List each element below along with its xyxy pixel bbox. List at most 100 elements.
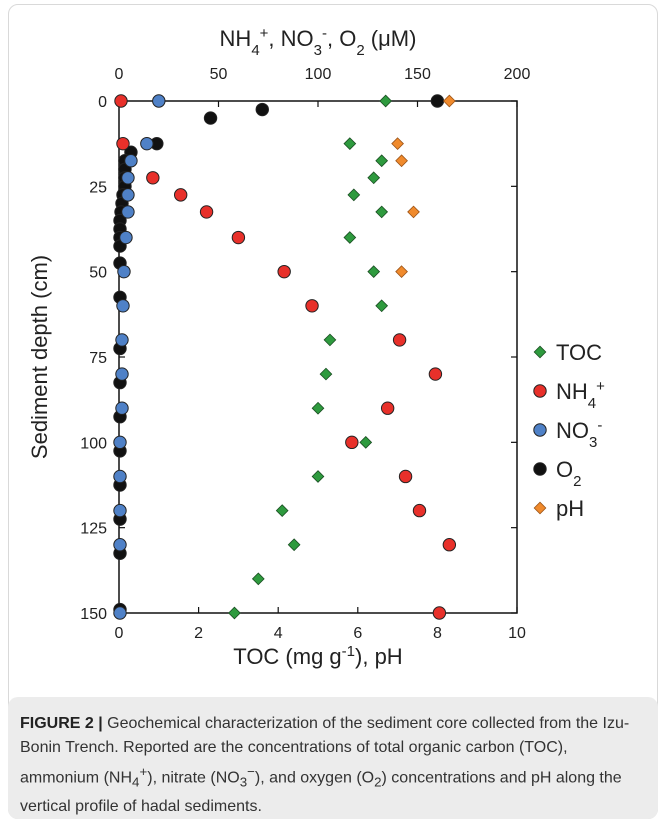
top-tick-label: 0 <box>115 66 124 83</box>
data-point <box>116 299 130 313</box>
data-point <box>124 154 138 168</box>
data-point <box>121 205 135 219</box>
data-point <box>395 265 408 279</box>
figure-caption: FIGURE 2 | Geochemical characterization … <box>20 712 650 819</box>
caption-box <box>8 697 658 819</box>
bottom-tick-label: 0 <box>115 625 124 642</box>
y-tick-label: 0 <box>98 94 107 111</box>
data-point <box>359 435 373 449</box>
data-point <box>442 94 456 108</box>
legend-marker <box>533 384 547 398</box>
data-point <box>428 367 443 381</box>
caption-text-2: ), nitrate ( <box>147 769 216 787</box>
data-point <box>113 503 127 518</box>
data-point <box>305 299 319 313</box>
caption-nh4-sup: + <box>139 764 148 779</box>
caption-text-1: Geochemical characterization of the sedi… <box>20 715 630 787</box>
data-point <box>113 606 127 620</box>
top-axis-title: NH4+, NO3-, O2 (μM) <box>220 25 417 59</box>
legend-item: TOC <box>533 340 602 365</box>
y-tick-label: 125 <box>80 521 107 538</box>
series-no3 <box>113 94 166 620</box>
caption-no3-base: NO <box>215 769 240 787</box>
series-nh4 <box>114 94 457 620</box>
y-tick-label: 25 <box>89 179 107 196</box>
data-point <box>412 503 427 518</box>
top-tick-label: 50 <box>210 66 228 83</box>
data-point <box>442 538 457 552</box>
legend-marker <box>533 501 547 515</box>
data-point <box>398 469 413 484</box>
data-point <box>375 205 389 219</box>
caption-text-4: ) concentrations and pH along the vertic… <box>20 769 622 815</box>
y-axis-title: Sediment depth (cm) <box>27 255 52 459</box>
data-point <box>113 469 127 484</box>
legend-label: NH4+ <box>556 378 605 412</box>
data-point <box>115 333 129 347</box>
data-point <box>347 188 361 202</box>
caption-no3-sub: 3 <box>239 774 248 790</box>
top-tick-label: 100 <box>305 66 332 83</box>
data-point <box>228 606 241 620</box>
data-point <box>277 264 291 279</box>
legend-label: O2 <box>556 457 581 490</box>
caption-nh4-base: NH <box>108 769 133 787</box>
data-point <box>379 94 393 108</box>
data-point <box>323 333 337 347</box>
data-point <box>203 111 218 125</box>
legend-label: TOC <box>556 340 602 365</box>
legend-item: pH <box>533 496 584 521</box>
top-tick-label: 200 <box>504 66 531 83</box>
data-point <box>199 205 214 219</box>
bottom-tick-label: 2 <box>194 625 203 642</box>
data-point <box>375 299 389 313</box>
legend-label: pH <box>556 496 584 521</box>
y-tick-label: 150 <box>80 606 107 623</box>
data-point <box>119 230 133 245</box>
data-point <box>255 102 269 117</box>
bottom-axis-title: TOC (mg g-1), pH <box>233 643 402 670</box>
data-point <box>173 188 188 202</box>
plot-border <box>118 100 518 614</box>
legend-marker <box>533 423 547 437</box>
data-point <box>146 171 160 185</box>
top-axis-ticks: 0 50 100 150 200 <box>115 66 531 107</box>
data-point <box>345 435 359 450</box>
data-point <box>115 367 129 381</box>
legend-item: NH4+ <box>533 378 605 412</box>
y-axis-ticks: 0 25 50 75 100 125 150 <box>80 94 517 623</box>
caption-label: FIGURE 2 | <box>20 715 103 732</box>
data-point <box>113 538 127 552</box>
data-point <box>121 188 135 202</box>
data-point <box>380 401 395 415</box>
series-ph <box>391 94 456 279</box>
bottom-tick-label: 8 <box>433 625 442 642</box>
data-point <box>114 94 128 108</box>
caption-text-3: ), and oxygen (O <box>254 769 375 787</box>
top-tick-label: 150 <box>404 66 431 83</box>
data-point <box>407 205 420 219</box>
data-point <box>319 367 333 381</box>
data-point <box>287 538 301 552</box>
data-point <box>113 435 127 450</box>
caption-o2-sub: 2 <box>374 774 382 790</box>
data-point <box>395 154 408 168</box>
data-point <box>367 265 381 279</box>
data-point <box>140 136 154 151</box>
bottom-tick-label: 10 <box>508 625 526 642</box>
data-point <box>152 94 166 108</box>
data-point <box>391 137 404 151</box>
caption-nh4-sub: 4 <box>132 774 140 790</box>
legend-marker <box>533 345 547 359</box>
data-point <box>231 230 246 245</box>
data-point <box>311 470 325 483</box>
data-point <box>432 606 447 620</box>
data-point <box>117 264 131 279</box>
legend-label: NO3- <box>556 417 602 451</box>
data-point <box>251 572 265 586</box>
series-o2 <box>113 94 445 617</box>
data-point <box>375 154 389 168</box>
y-tick-label: 75 <box>89 350 107 367</box>
data-point <box>116 136 130 151</box>
